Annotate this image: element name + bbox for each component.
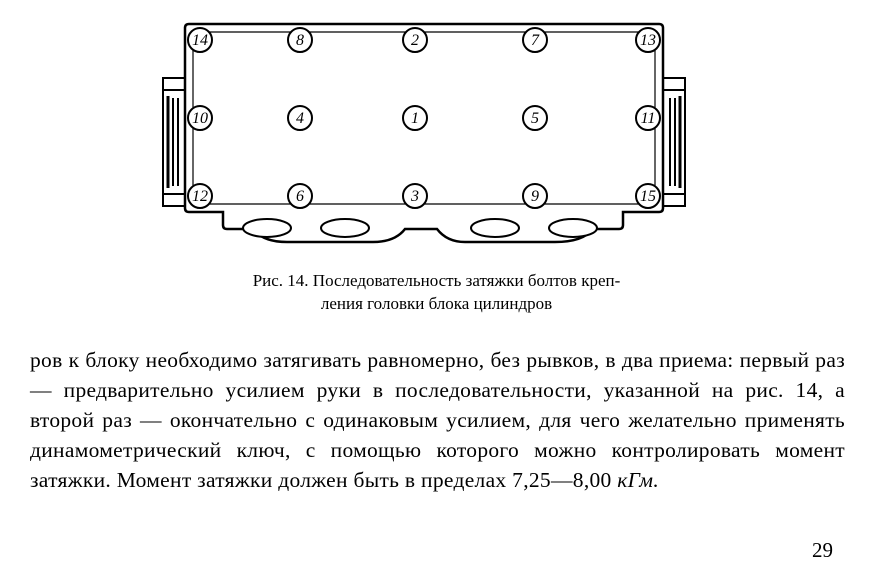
bolt-label-6: 6 <box>296 188 304 205</box>
diagram-svg: 148271310415111263915 <box>145 10 705 260</box>
port-ellipse-3 <box>471 219 519 237</box>
head-outline <box>185 24 663 242</box>
bolt-label-15: 15 <box>640 188 656 205</box>
body-unit: кГм. <box>617 468 659 492</box>
bolt-label-3: 3 <box>410 188 419 205</box>
port-ellipse-2 <box>321 219 369 237</box>
bolt-label-14: 14 <box>192 32 208 49</box>
bolt-label-5: 5 <box>531 110 539 127</box>
body-paragraph: ров к блоку необходимо затягивать равном… <box>30 345 845 495</box>
bolt-sequence-diagram: 148271310415111263915 <box>145 10 705 260</box>
bolt-label-1: 1 <box>411 110 419 127</box>
bolt-label-9: 9 <box>531 188 539 205</box>
figure-caption: Рис. 14. Последовательность затяжки болт… <box>0 270 873 316</box>
document-page: 148271310415111263915 Рис. 14. Последова… <box>0 0 873 575</box>
page-number: 29 <box>812 538 833 563</box>
bolt-label-7: 7 <box>531 32 540 49</box>
bolt-label-12: 12 <box>192 188 208 205</box>
bolt-label-4: 4 <box>296 110 304 127</box>
bolt-label-11: 11 <box>641 110 656 127</box>
bolt-label-8: 8 <box>296 32 304 49</box>
caption-line-2: ления головки блока цилиндров <box>321 294 552 313</box>
caption-line-1: Рис. 14. Последовательность затяжки болт… <box>253 271 621 290</box>
port-ellipse-4 <box>549 219 597 237</box>
port-ellipse-1 <box>243 219 291 237</box>
bolt-label-10: 10 <box>192 110 208 127</box>
bolt-label-2: 2 <box>411 32 419 49</box>
bolt-label-13: 13 <box>640 32 656 49</box>
body-main: ров к блоку необходимо затягивать равном… <box>30 348 845 492</box>
